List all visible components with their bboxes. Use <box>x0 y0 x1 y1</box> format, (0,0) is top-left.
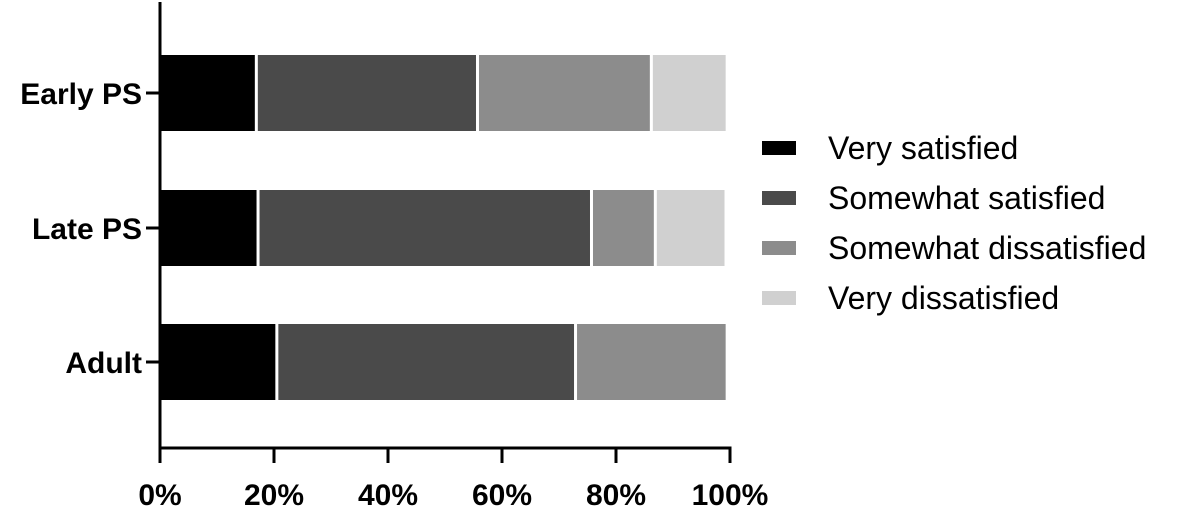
legend-item-very-dissatisfied: Very dissatisfied <box>762 280 1059 316</box>
bar-adult-somewhat-satisfied <box>278 324 575 400</box>
legend-label: Very dissatisfied <box>828 280 1059 316</box>
legend-label: Very satisfied <box>828 130 1018 166</box>
bar-early-ps-very-dissatisfied <box>652 55 726 131</box>
x-tick-label-3: 60% <box>472 479 532 511</box>
legend-item-somewhat-dissatisfied: Somewhat dissatisfied <box>762 230 1146 266</box>
legend-label: Somewhat satisfied <box>828 180 1105 216</box>
bar-adult-somewhat-dissatisfied <box>577 324 726 400</box>
bar-adult-very-satisfied <box>161 324 276 400</box>
x-tick-label-5: 100% <box>692 479 769 511</box>
legend-swatch <box>762 291 796 305</box>
legend-label: Somewhat dissatisfied <box>828 230 1146 266</box>
bar-early-ps-very-satisfied <box>161 55 255 131</box>
legend-swatch <box>762 141 796 155</box>
bar-late-ps-somewhat-dissatisfied <box>592 190 654 266</box>
bar-early-ps-somewhat-dissatisfied <box>478 55 650 131</box>
y-tick-label-early-ps: Early PS <box>20 78 142 111</box>
bar-late-ps-somewhat-satisfied <box>259 190 590 266</box>
y-tick-label-adult: Adult <box>65 347 142 380</box>
x-tick-label-1: 20% <box>244 479 304 511</box>
legend-swatch <box>762 191 796 205</box>
x-tick-label-4: 80% <box>586 479 646 511</box>
legend-item-very-satisfied: Very satisfied <box>762 130 1018 166</box>
x-tick-label-2: 40% <box>358 479 418 511</box>
legend-swatch <box>762 241 796 255</box>
bar-late-ps-very-satisfied <box>161 190 257 266</box>
axes-layer: Early PS Late PS Adult 0% 20% 40% 60% 80% 100% <box>20 2 769 512</box>
y-tick-label-late-ps: Late PS <box>32 213 142 246</box>
legend-item-somewhat-satisfied: Somewhat satisfied <box>762 180 1105 216</box>
bar-early-ps-somewhat-satisfied <box>257 55 476 131</box>
legend: Very satisfied Somewhat satisfied Somewhat… <box>762 130 1146 316</box>
bars-layer <box>161 55 726 400</box>
x-tick-label-0: 0% <box>138 479 181 511</box>
bar-late-ps-very-dissatisfied <box>656 190 725 266</box>
